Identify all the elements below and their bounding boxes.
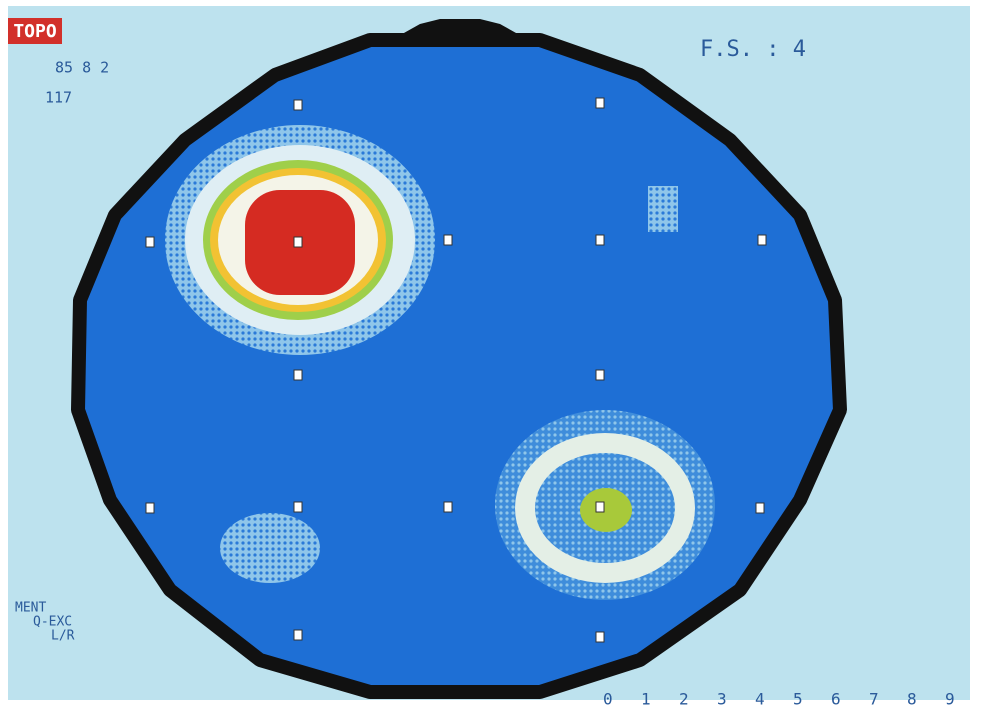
- footer-line: L/R: [51, 629, 75, 644]
- date: 85 8 2: [55, 59, 109, 77]
- badge-box: [8, 18, 62, 44]
- badge: TOPO: [13, 21, 57, 42]
- record-number: 117: [45, 89, 72, 107]
- scale-label: 0: [603, 690, 613, 709]
- scale-label: 9: [945, 690, 955, 709]
- footer-line: MENT: [15, 601, 46, 616]
- scale-label: 8: [907, 690, 917, 709]
- scale-label: 3: [717, 690, 727, 709]
- scale-label: 1: [641, 690, 651, 709]
- scale-label: 4: [755, 690, 765, 709]
- head-map: [71, 33, 847, 699]
- scale-label: 5: [793, 690, 803, 709]
- scale-label: 2: [679, 690, 689, 709]
- scale-label: 7: [869, 690, 879, 709]
- fs-label: F.S. : 4: [700, 37, 806, 62]
- footer-line: Q-EXC: [33, 615, 72, 630]
- scale-label: 6: [831, 690, 841, 709]
- electrodes: [145, 97, 767, 643]
- scale: 0 1 2 3 4 5 6 7 8 9: [603, 690, 955, 709]
